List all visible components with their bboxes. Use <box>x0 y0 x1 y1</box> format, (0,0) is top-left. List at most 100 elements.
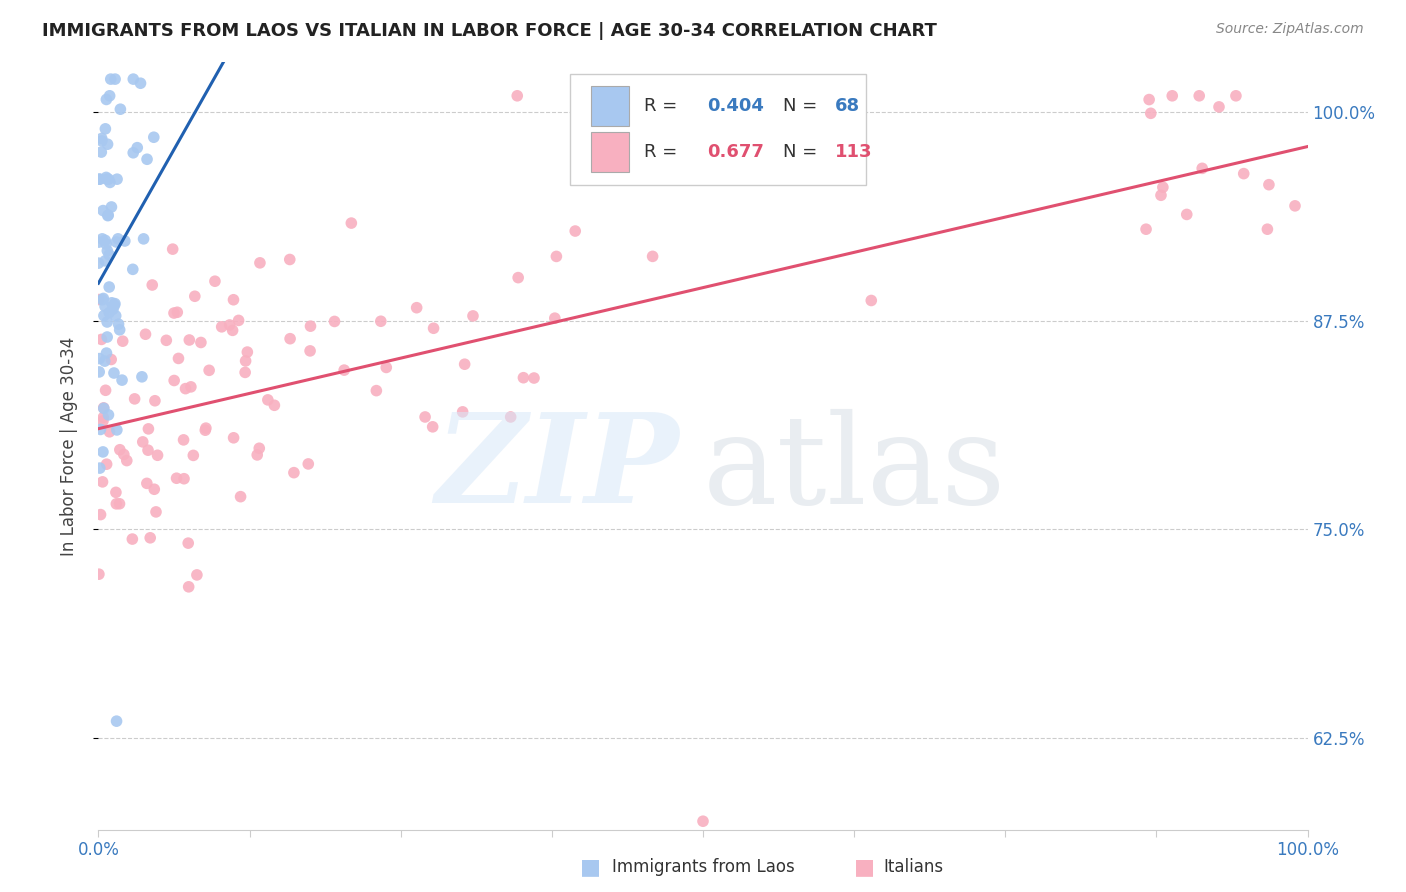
Point <box>174 382 197 396</box>
Point <box>163 374 186 388</box>
Point <box>96 457 118 471</box>
Point <box>101 302 124 317</box>
Point <box>184 289 207 303</box>
Point <box>221 323 243 337</box>
Point <box>194 423 217 437</box>
Point <box>155 334 177 348</box>
Point <box>114 234 136 248</box>
Point <box>546 249 568 263</box>
Point <box>145 505 167 519</box>
Point <box>1137 93 1160 107</box>
Point <box>177 536 200 550</box>
Point <box>132 434 155 449</box>
Text: 0.677: 0.677 <box>707 144 763 161</box>
Point <box>136 443 159 458</box>
Point <box>1258 178 1281 192</box>
Point <box>94 384 117 398</box>
Point <box>134 327 156 342</box>
Point <box>299 319 322 334</box>
Point <box>1284 199 1306 213</box>
Text: IMMIGRANTS FROM LAOS VS ITALIAN IN LABOR FORCE | AGE 30-34 CORRELATION CHART: IMMIGRANTS FROM LAOS VS ITALIAN IN LABOR… <box>42 22 936 40</box>
Point <box>94 299 117 313</box>
Point <box>162 242 184 256</box>
Point <box>257 392 280 407</box>
Point <box>108 442 131 457</box>
Point <box>523 371 546 385</box>
Point <box>180 380 202 394</box>
Point <box>90 145 112 160</box>
Point <box>91 445 114 459</box>
Point <box>100 295 122 310</box>
Point <box>87 567 110 582</box>
Point <box>108 497 131 511</box>
Point <box>105 235 128 249</box>
Point <box>93 354 115 368</box>
Point <box>641 249 664 263</box>
Point <box>104 309 127 323</box>
Point <box>98 88 121 103</box>
Point <box>91 293 114 307</box>
Point <box>1135 222 1157 236</box>
Point <box>97 209 120 223</box>
Point <box>93 309 115 323</box>
Point <box>1152 180 1174 194</box>
Point <box>112 447 135 461</box>
Point <box>340 216 363 230</box>
Point <box>91 232 114 246</box>
Point <box>93 292 115 306</box>
Point <box>564 224 586 238</box>
Point <box>136 153 159 167</box>
Point <box>249 256 271 270</box>
Point <box>97 172 120 186</box>
Point <box>422 420 444 434</box>
Point <box>87 235 110 249</box>
Point <box>508 270 530 285</box>
Point <box>143 393 166 408</box>
Point <box>87 256 110 270</box>
Point <box>1208 100 1230 114</box>
Point <box>127 141 149 155</box>
Point <box>422 321 444 335</box>
Point <box>278 332 301 346</box>
Text: N =: N = <box>783 144 823 161</box>
Point <box>98 176 121 190</box>
Point <box>142 130 165 145</box>
Point <box>461 309 484 323</box>
Point <box>105 172 128 186</box>
Point <box>129 76 152 90</box>
Point <box>121 262 143 277</box>
Point <box>198 363 221 377</box>
Point <box>413 409 436 424</box>
Point <box>143 482 166 496</box>
Point <box>98 280 121 294</box>
Point <box>299 343 322 358</box>
Point <box>90 134 112 148</box>
Point <box>229 490 252 504</box>
Point <box>146 448 169 462</box>
Point <box>333 363 356 377</box>
Point <box>96 346 118 360</box>
Point <box>96 315 118 329</box>
Point <box>222 293 245 307</box>
Point <box>512 370 534 384</box>
Text: 68: 68 <box>835 97 860 115</box>
Point <box>111 373 134 387</box>
FancyBboxPatch shape <box>591 87 630 126</box>
Point <box>96 244 118 258</box>
Text: 0.404: 0.404 <box>707 97 763 115</box>
Point <box>1233 167 1256 181</box>
Point <box>167 351 190 366</box>
Point <box>94 253 117 268</box>
Text: Immigrants from Laos: Immigrants from Laos <box>612 858 794 876</box>
Point <box>1150 188 1173 202</box>
Point <box>87 293 110 307</box>
Point <box>122 72 145 87</box>
Point <box>366 384 388 398</box>
Point <box>91 414 114 428</box>
Point <box>218 318 240 332</box>
Point <box>98 305 121 319</box>
Point <box>190 335 212 350</box>
Text: ZIP: ZIP <box>434 409 679 530</box>
Point <box>263 398 285 412</box>
Point <box>97 408 120 422</box>
